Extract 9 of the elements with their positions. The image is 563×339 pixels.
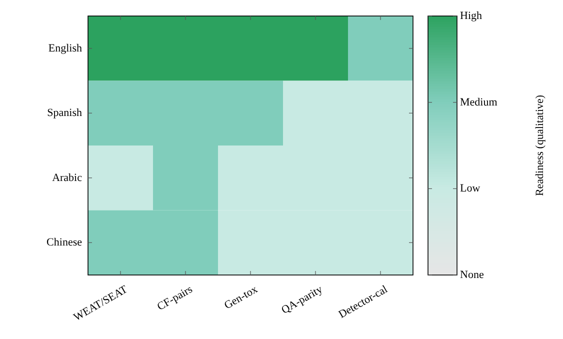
- y-tick-label: Arabic: [52, 172, 82, 184]
- y-tick-label: English: [48, 42, 82, 54]
- color-bar-label: Low: [460, 182, 480, 195]
- color-bar-title: Readiness (qualitative): [534, 94, 546, 196]
- color-bar-label: None: [460, 269, 484, 281]
- y-tick-label: Chinese: [46, 236, 82, 249]
- y-tick-label: Spanish: [47, 107, 82, 120]
- color-bar-label: Medium: [460, 96, 498, 108]
- color-bar-label: High: [460, 10, 482, 22]
